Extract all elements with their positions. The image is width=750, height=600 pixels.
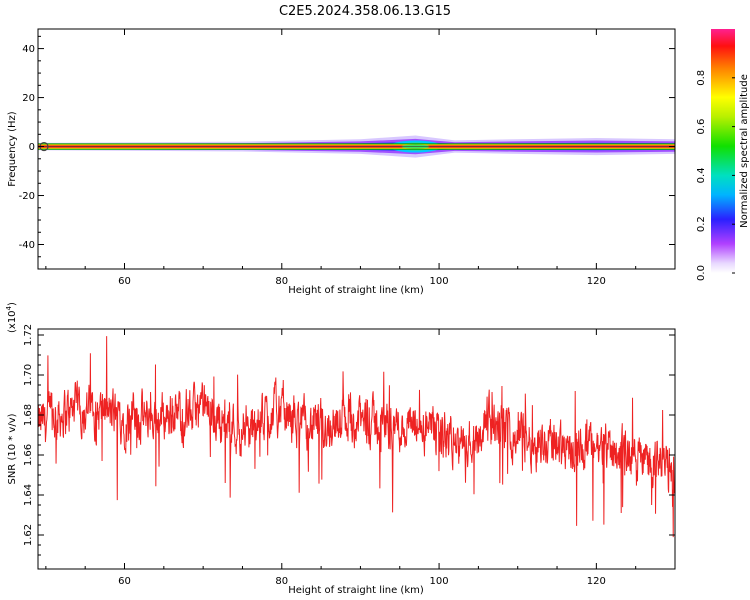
colorbar-tick-label: 0.6	[696, 119, 707, 135]
snr-x-label: Height of straight line (km)	[288, 585, 424, 596]
snr-ytick-label: 1.70	[23, 364, 34, 386]
colorbar-gradient	[711, 29, 735, 273]
colorbar-tick-label: 0.4	[696, 167, 707, 183]
spectrogram-ytick-label: 0	[29, 142, 35, 153]
snr-xtick-label: 80	[275, 576, 288, 587]
spectrogram-frame	[37, 28, 676, 270]
colorbar-ticks: 0.0 0.2 0.4 0.6 0.8	[696, 70, 735, 281]
spectrogram-ytick-label: 20	[22, 93, 35, 104]
spectrogram-y-label: Frequency (Hz)	[7, 111, 18, 187]
snr-ytick-label: 1.62	[23, 524, 34, 546]
spectrogram-ytick-label: -20	[19, 191, 35, 202]
spectrogram-x-label: Height of straight line (km)	[288, 285, 424, 296]
colorbar-tick-label: 0.0	[696, 265, 707, 281]
snr-series-line	[38, 336, 675, 538]
snr-ytick-label: 1.72	[23, 324, 34, 346]
spectrogram-ytick-label: 40	[22, 44, 35, 55]
snr-y-axis: 1.62 1.64 1.66 1.68 1.70 1.72	[23, 324, 675, 556]
colorbar-tick-label: 0.8	[696, 70, 707, 86]
spectrogram-xtick-label: 80	[275, 276, 288, 287]
snr-scale-note: (x104)	[5, 302, 18, 333]
snr-xtick-label: 60	[118, 576, 131, 587]
snr-ytick-label: 1.68	[23, 404, 34, 426]
snr-xtick-label: 100	[430, 576, 449, 587]
colorbar-label: Normalized spectral amplitude	[739, 74, 750, 228]
snr-ytick-label: 1.66	[23, 444, 34, 466]
colorbar-tick-label: 0.2	[696, 216, 707, 232]
snr-frame	[37, 328, 676, 570]
colorbar: 0.0 0.2 0.4 0.6 0.8 Normalized spectral ampl…	[696, 29, 750, 281]
spectrogram-panel: 60 80 100 120 -40 -20 0 20 40 Height of straigh…	[7, 28, 676, 296]
spectrogram-xtick-label: 120	[587, 276, 606, 287]
snr-y-label: SNR (10 * v/v)	[7, 413, 18, 484]
snr-ytick-label: 1.64	[23, 484, 34, 506]
snr-xtick-label: 120	[587, 576, 606, 587]
spectrogram-x-axis: 60 80 100 120	[45, 29, 676, 287]
snr-x-axis: 60 80 100 120	[45, 329, 676, 587]
spectrogram-xtick-label: 100	[430, 276, 449, 287]
spectrogram-y-axis: -40 -20 0 20 40	[19, 35, 675, 258]
spectrogram-ytick-label: -40	[19, 240, 35, 251]
snr-panel: 60 80 100 120 1.62 1.64 1.66 1.68 1.70 1.72 Heig…	[5, 302, 676, 596]
spectral-band	[38, 135, 675, 158]
figure-title: C2E5.2024.358.06.13.G15	[279, 4, 451, 19]
spectrogram-xtick-label: 60	[118, 276, 131, 287]
